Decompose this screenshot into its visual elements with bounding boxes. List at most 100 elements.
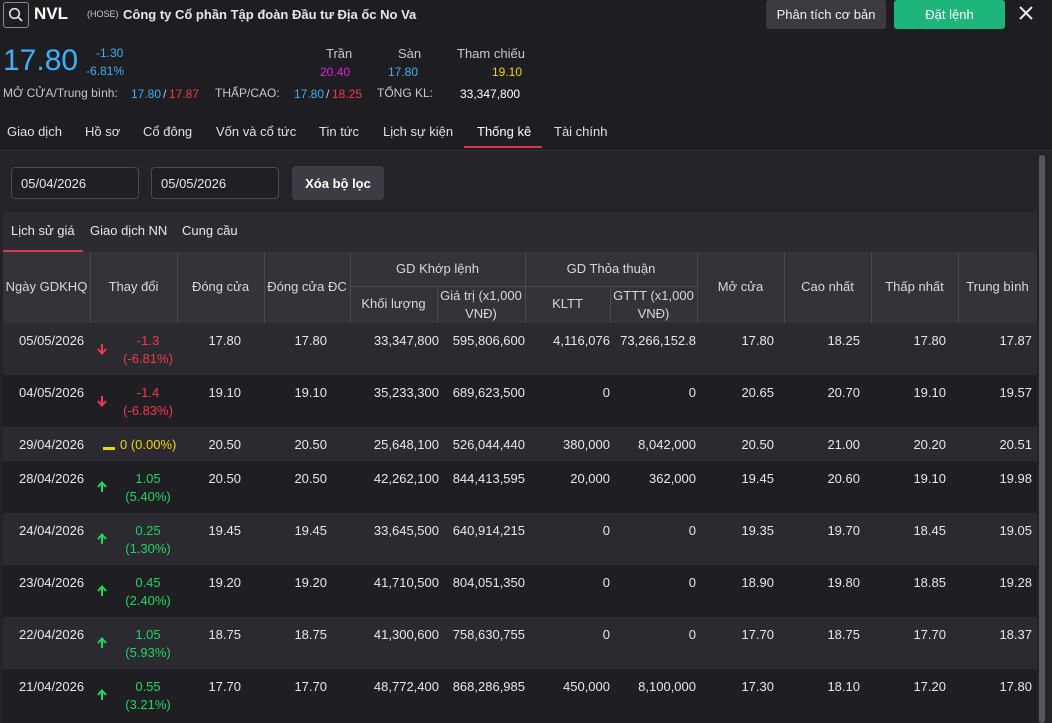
row-val: 689,623,500 — [452, 385, 525, 400]
table-row[interactable] — [3, 323, 1037, 375]
col-header-avg[interactable]: Trung bình — [966, 279, 1029, 294]
date-to-input[interactable] — [151, 167, 279, 199]
row-high: 18.75 — [827, 627, 860, 642]
table-row[interactable] — [3, 513, 1037, 565]
fundamental-analysis-button[interactable]: Phân tích cơ bản — [766, 0, 886, 29]
row-avg: 17.87 — [999, 333, 1032, 348]
tab-profile[interactable]: Hồ sơ — [85, 124, 121, 139]
ticker-symbol: NVL — [34, 4, 68, 23]
header-divider — [264, 252, 265, 323]
active-subtab-indicator — [3, 250, 83, 252]
row-avg: 17.80 — [999, 679, 1032, 694]
row-val: 526,044,440 — [452, 437, 525, 452]
row-avg: 20.51 — [999, 437, 1032, 452]
col-header-close[interactable]: Đóng cửa — [191, 279, 250, 294]
col-header-close-adj[interactable]: Đóng cửa ĐC — [267, 279, 347, 294]
tab-capital-dividend[interactable]: Vốn và cổ tức — [216, 124, 297, 139]
arrow-up-icon — [97, 481, 107, 492]
row-gttt: 0 — [688, 575, 696, 590]
search-button[interactable] — [3, 2, 29, 28]
tab-financials[interactable]: Tài chính — [554, 124, 608, 139]
row-date: 24/04/2026 — [19, 523, 85, 538]
header-divider — [437, 287, 438, 323]
row-vol: 41,710,500 — [373, 575, 439, 590]
clear-filter-button[interactable]: Xóa bộ lọc — [292, 166, 384, 200]
row-high: 20.70 — [827, 385, 860, 400]
tab-shareholders[interactable]: Cổ đông — [143, 124, 193, 139]
tab-trading[interactable]: Giao dịch — [7, 124, 62, 139]
col-header-matched-value-1[interactable]: Giá trị (x1,000 — [440, 288, 522, 303]
row-close-adj: 20.50 — [294, 471, 327, 486]
row-vol: 33,645,500 — [373, 523, 439, 538]
header-divider — [610, 287, 611, 323]
row-close: 19.45 — [208, 523, 241, 538]
subtab-supply-demand[interactable]: Cung cầu — [182, 223, 238, 238]
row-low: 19.10 — [913, 471, 946, 486]
row-gttt: 0 — [688, 385, 696, 400]
exchange-label: (HOSE) — [87, 9, 119, 19]
row-open: 17.30 — [741, 679, 774, 694]
low-high-separator: / — [326, 87, 330, 101]
date-from-input[interactable] — [11, 167, 139, 199]
row-date: 05/05/2026 — [19, 333, 85, 348]
col-header-date[interactable]: Ngày GDKHQ — [5, 279, 88, 294]
header-divider — [90, 252, 91, 323]
low-value: 17.80 — [294, 87, 325, 101]
place-order-button[interactable]: Đặt lệnh — [894, 0, 1005, 29]
subtabs-bar — [3, 212, 1037, 252]
table-row[interactable] — [3, 375, 1037, 427]
row-change: 0.25 — [135, 523, 161, 538]
col-header-deal-value-2: VNĐ) — [637, 306, 670, 321]
tab-statistics[interactable]: Thống kê — [477, 124, 532, 139]
tabs-divider — [0, 150, 1052, 151]
arrow-down-icon — [97, 344, 107, 355]
table-row[interactable] — [3, 461, 1037, 513]
row-val: 844,413,595 — [452, 471, 525, 486]
header-divider — [525, 252, 526, 323]
row-close-adj: 18.75 — [294, 627, 327, 642]
scrollbar[interactable] — [1039, 155, 1045, 723]
header-divider — [350, 252, 351, 323]
row-open: 18.90 — [741, 575, 774, 590]
header-divider — [350, 286, 697, 287]
col-header-deal-value-1[interactable]: GTTT (x1,000 — [613, 288, 694, 303]
col-header-high[interactable]: Cao nhất — [801, 279, 854, 294]
row-close: 18.75 — [208, 627, 241, 642]
table-row[interactable] — [3, 617, 1037, 669]
row-high: 21.00 — [827, 437, 860, 452]
col-header-matched-volume[interactable]: Khối lượng — [361, 296, 426, 311]
row-low: 17.80 — [913, 333, 946, 348]
col-header-low[interactable]: Thấp nhất — [885, 279, 944, 294]
row-low: 17.70 — [913, 627, 946, 642]
row-change: 1.05 — [135, 471, 161, 486]
row-low: 18.45 — [913, 523, 946, 538]
header-divider — [784, 252, 785, 323]
row-kltt: 4,116,076 — [553, 333, 610, 348]
subtab-price-history[interactable]: Lịch sử giá — [11, 223, 75, 238]
row-change-percent: (2.40%) — [125, 593, 171, 608]
arrow-up-icon — [97, 637, 107, 648]
row-vol: 25,648,100 — [373, 437, 439, 452]
col-header-deal-volume[interactable]: KLTT — [552, 296, 583, 311]
row-low: 17.20 — [913, 679, 946, 694]
tab-events[interactable]: Lịch sự kiện — [383, 124, 454, 139]
row-high: 19.80 — [827, 575, 860, 590]
table-row[interactable] — [3, 669, 1037, 723]
col-header-open[interactable]: Mở cửa — [717, 279, 764, 294]
row-avg: 19.05 — [999, 523, 1032, 538]
col-header-change[interactable]: Thay đổi — [108, 279, 159, 294]
close-button[interactable] — [1016, 2, 1036, 24]
arrow-up-icon — [97, 689, 107, 700]
table-header — [3, 252, 1037, 323]
current-price: 17.80 — [3, 44, 79, 77]
subtab-foreign-trading[interactable]: Giao dịch NN — [90, 223, 168, 238]
row-kltt: 0 — [602, 523, 610, 538]
row-close: 17.70 — [208, 679, 241, 694]
row-date: 28/04/2026 — [19, 471, 85, 486]
table-row[interactable] — [3, 565, 1037, 617]
row-change-percent: (1.30%) — [125, 541, 171, 556]
row-date: 21/04/2026 — [19, 679, 85, 694]
table-row[interactable] — [3, 427, 1037, 461]
tab-news[interactable]: Tin tức — [319, 124, 360, 139]
row-open: 17.80 — [741, 333, 774, 348]
